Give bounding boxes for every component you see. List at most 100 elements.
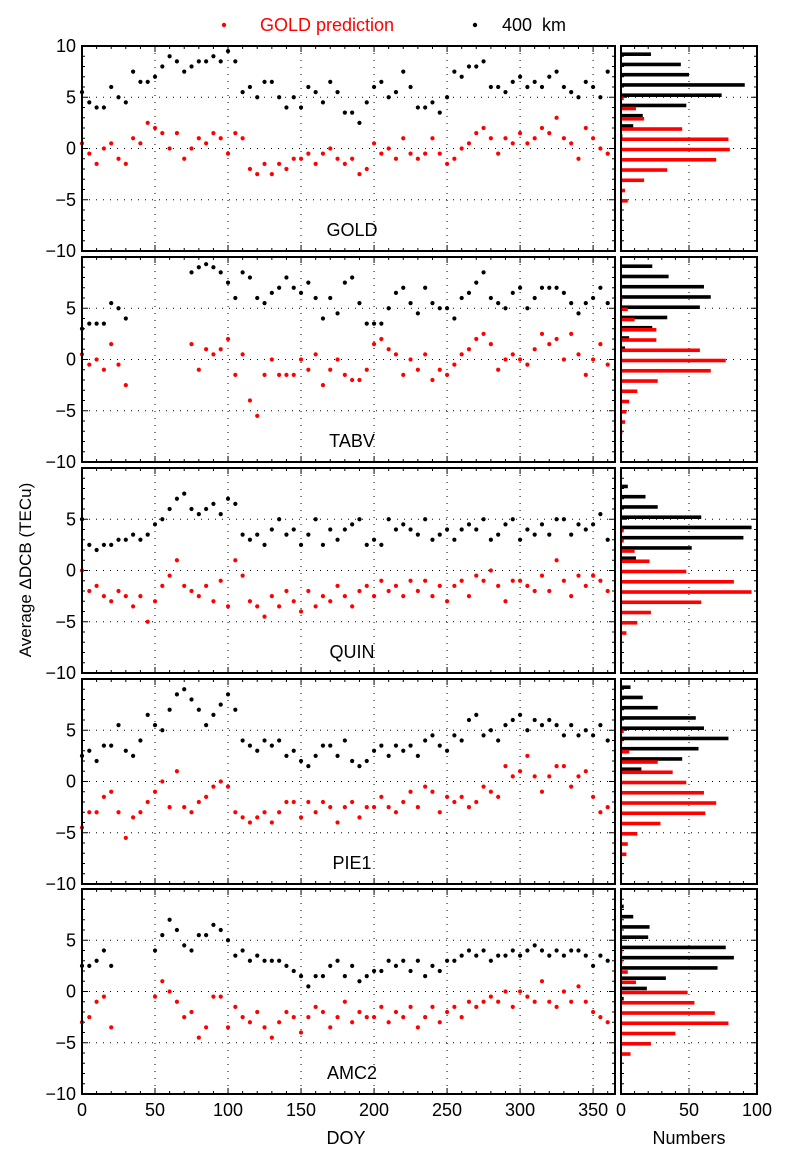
data-point: [350, 604, 355, 609]
data-point: [488, 994, 493, 999]
data-point: [539, 948, 545, 953]
data-point: [291, 968, 296, 974]
data-point: [532, 136, 537, 141]
data-point: [116, 306, 121, 311]
data-point: [182, 491, 187, 496]
data-point: [598, 146, 603, 151]
hist-bar-gold-prediction: [621, 106, 636, 111]
hist-x-tick-label: 0: [616, 1100, 626, 1120]
data-point: [525, 753, 530, 758]
data-point: [152, 522, 158, 527]
hist-bar-gold-prediction: [621, 188, 626, 193]
hist-bar-gold-prediction: [621, 811, 706, 816]
data-point: [444, 161, 450, 166]
data-point: [423, 105, 428, 110]
data-point: [496, 738, 501, 743]
hist-bar-km400: [621, 346, 626, 351]
data-point: [298, 974, 304, 979]
data-point: [152, 789, 158, 794]
data-point: [313, 753, 318, 758]
data-point: [598, 810, 603, 815]
data-point: [444, 599, 450, 604]
data-point: [306, 367, 311, 372]
data-point: [357, 764, 362, 769]
data-point: [415, 105, 420, 110]
data-point: [255, 295, 260, 301]
data-point: [328, 743, 333, 748]
data-point: [452, 799, 457, 805]
data-point: [539, 789, 545, 794]
hist-bar-km400: [621, 746, 699, 751]
data-point: [481, 784, 486, 789]
data-point: [525, 948, 530, 953]
data-point: [532, 774, 537, 779]
data-point: [160, 64, 165, 69]
data-point: [313, 974, 318, 979]
hist-bar-km400: [621, 976, 666, 980]
data-point: [364, 367, 369, 372]
data-point: [503, 136, 508, 141]
data-point: [474, 799, 479, 805]
data-point: [459, 352, 464, 357]
y-tick-label: −5: [55, 401, 76, 421]
hist-bar-gold-prediction: [621, 749, 630, 754]
data-point: [240, 136, 245, 141]
data-point: [408, 968, 413, 974]
data-point: [569, 948, 574, 953]
data-point: [386, 306, 391, 311]
data-point: [452, 958, 457, 963]
data-point: [160, 131, 165, 136]
data-point: [496, 583, 501, 588]
data-point: [423, 517, 428, 522]
hist-bar-gold-prediction: [621, 579, 734, 584]
data-point: [590, 357, 596, 362]
data-point: [350, 799, 355, 805]
data-point: [510, 948, 515, 953]
data-point: [247, 599, 253, 604]
data-point: [109, 542, 114, 547]
data-point: [174, 769, 180, 774]
data-point: [87, 362, 92, 367]
data-point: [87, 321, 92, 326]
hist-bar-gold-prediction: [621, 409, 627, 414]
data-point: [496, 999, 501, 1004]
data-point: [408, 1004, 413, 1009]
y-tick-label: 5: [66, 720, 76, 740]
data-point: [466, 717, 472, 723]
data-point: [554, 723, 559, 728]
data-point: [598, 723, 603, 728]
data-point: [255, 172, 260, 177]
x-tick-label: 150: [286, 1100, 316, 1120]
data-point: [320, 974, 326, 979]
data-point: [605, 1020, 610, 1025]
data-point: [284, 1009, 289, 1015]
data-point: [218, 59, 223, 64]
data-point: [101, 542, 107, 547]
data-point: [532, 79, 537, 84]
data-point: [576, 774, 581, 779]
data-point: [364, 974, 369, 979]
data-point: [408, 151, 413, 156]
data-point: [459, 578, 464, 583]
data-point: [225, 784, 231, 789]
data-point: [189, 64, 194, 69]
data-point: [335, 311, 340, 316]
data-point: [298, 1030, 304, 1035]
data-point: [452, 156, 457, 161]
data-point: [204, 933, 209, 938]
hist-bar-km400: [621, 505, 658, 509]
data-point: [401, 799, 406, 805]
hist-bar-gold-prediction: [621, 389, 638, 394]
data-point: [430, 594, 435, 599]
series-400km: [79, 687, 610, 769]
hist-bar-gold-prediction: [621, 620, 638, 625]
plot-frame: [81, 256, 616, 463]
data-point: [225, 49, 231, 54]
data-point: [510, 290, 515, 295]
data-point: [590, 295, 596, 301]
data-point: [371, 748, 377, 753]
hist-bar-gold-prediction: [621, 842, 628, 846]
data-point: [357, 588, 362, 594]
data-point: [605, 301, 610, 306]
data-point: [218, 779, 223, 784]
